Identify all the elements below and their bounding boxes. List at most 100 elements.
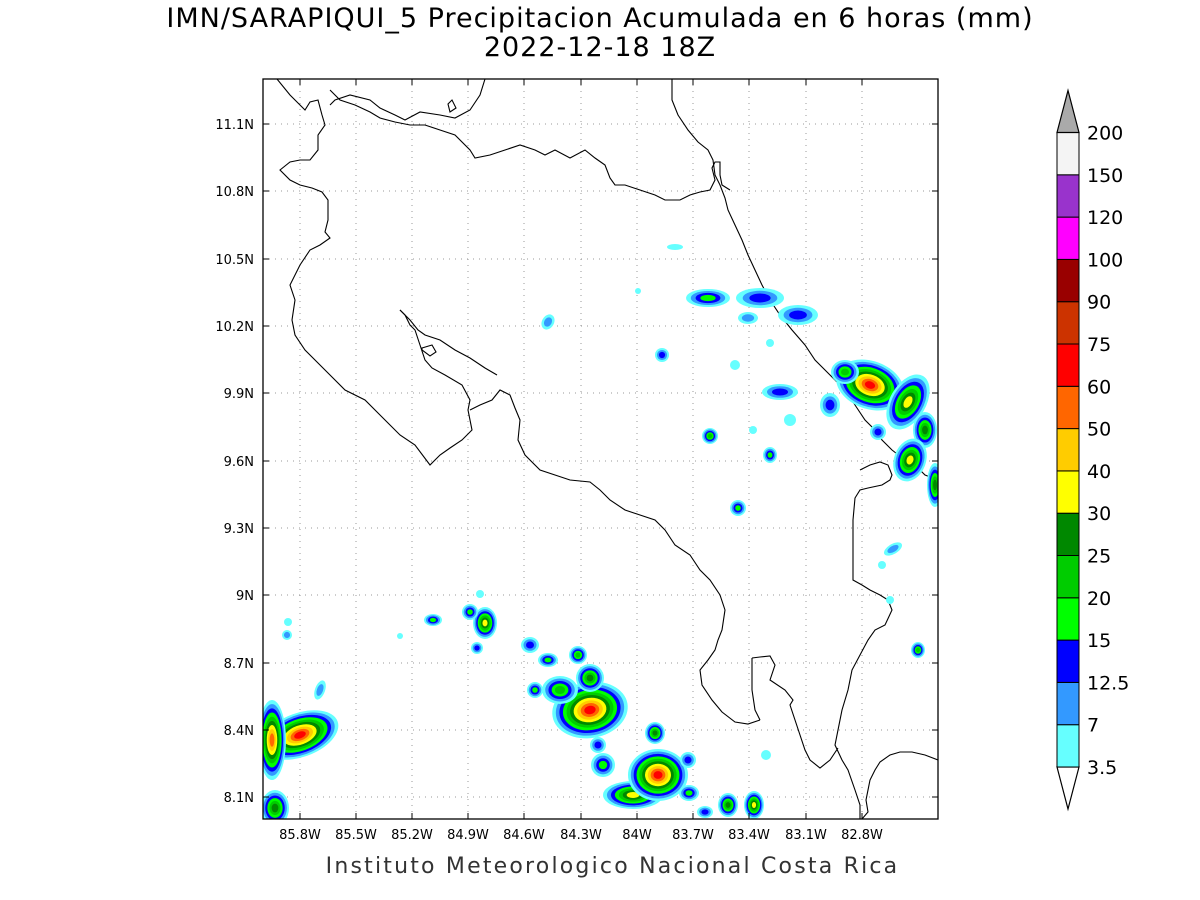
precip-cell: [538, 653, 558, 667]
lon-tick-label: 85.8W: [279, 828, 321, 843]
colorbar-label: 90: [1087, 292, 1111, 314]
map-title: IMN/SARAPIQUI_5 Precipitacion Acumulada …: [166, 3, 1034, 34]
colorbar-label: 75: [1087, 334, 1111, 356]
colorbar: 3.5 7 12.5 15 20 25 30 40 50 60 75 90 100 120 150 200: [1056, 88, 1129, 812]
colorbar-label: 150: [1087, 165, 1123, 187]
precip-cell: [870, 424, 886, 440]
precip-cell: [718, 793, 738, 817]
colorbar-swatch: [1056, 639, 1080, 683]
lon-tick-label: 84W: [622, 828, 652, 843]
lon-tick-label: 83.1W: [785, 828, 827, 843]
precip-cell: [831, 360, 859, 384]
precip-cell: [397, 633, 403, 639]
colorbar-label: 60: [1087, 376, 1111, 398]
precip-cell: [702, 428, 718, 444]
precip-cell: [749, 426, 757, 434]
lat-tick-label: 10.2N: [215, 320, 254, 335]
precip-cell: [282, 630, 292, 640]
precip-cell: [527, 682, 543, 698]
lat-tick-label: 9.9N: [224, 387, 254, 402]
colorbar-label: 120: [1087, 207, 1123, 229]
colorbar-bottom-arrow: [1056, 766, 1080, 812]
precip-cell: [766, 339, 774, 347]
lon-tick-label: 83.4W: [728, 828, 770, 843]
precip-cell: [886, 596, 894, 604]
precip-cell: [476, 590, 484, 598]
precip-cell: [883, 542, 903, 556]
lon-tick-label: 85.2W: [391, 828, 433, 843]
lat-tick-label: 9N: [236, 589, 254, 604]
lon-tick-label: 85.5W: [335, 828, 377, 843]
precip-cell: [744, 791, 764, 819]
colorbar-label: 25: [1087, 546, 1111, 568]
lat-tick-label: 11.1N: [215, 118, 254, 133]
precip-cell: [761, 750, 771, 760]
precip-cell: [591, 753, 615, 777]
precip-cell: [462, 604, 478, 620]
colorbar-swatch: [1056, 724, 1080, 768]
precip-cell: [820, 393, 840, 417]
colorbar-swatch: [1056, 301, 1080, 345]
precipitation-field: [263, 244, 938, 819]
colorbar-label: 30: [1087, 503, 1111, 525]
precip-cell: [730, 500, 746, 516]
precip-cell: [521, 637, 539, 653]
precip-cell: [778, 305, 818, 325]
precip-cell: [542, 676, 578, 704]
precip-cell: [784, 414, 796, 426]
lon-tick-label: 84.6W: [503, 828, 545, 843]
colorbar-label: 40: [1087, 461, 1111, 483]
precip-cell: [667, 244, 683, 250]
colorbar-swatch: [1056, 470, 1080, 514]
colorbar-swatch: [1056, 132, 1080, 176]
precip-cell: [886, 374, 930, 430]
precip-cell: [314, 680, 326, 700]
lat-tick-label: 8.1N: [224, 791, 254, 806]
map-datetime: 2022-12-18 18Z: [483, 32, 717, 63]
precip-cell: [576, 664, 604, 692]
lon-tick-label: 82.8W: [841, 828, 883, 843]
footer-credit: Instituto Meteorologico Nacional Costa R…: [325, 854, 900, 879]
precip-cell: [603, 781, 663, 809]
colorbar-label: 20: [1087, 588, 1111, 610]
colorbar-swatch: [1056, 174, 1080, 218]
plot-frame: [262, 78, 939, 820]
colorbar-label: 15: [1087, 630, 1111, 652]
colorbar-label: 50: [1087, 419, 1111, 441]
colorbar-swatch: [1056, 512, 1080, 557]
colorbar-swatch: [1056, 597, 1080, 641]
precip-cell: [263, 790, 289, 819]
colorbar-label: 7: [1087, 715, 1099, 737]
precip-cell: [655, 348, 669, 362]
precip-cell: [736, 288, 784, 308]
colorbar-top-arrow: [1056, 88, 1080, 134]
colorbar-label: 12.5: [1087, 672, 1129, 694]
lon-tick-label: 84.3W: [560, 828, 602, 843]
precip-cell: [628, 749, 688, 801]
precip-cell: [893, 438, 927, 482]
precip-cell: [645, 722, 665, 744]
colorbar-swatch: [1056, 428, 1080, 472]
lat-tick-label: 8.4N: [224, 724, 254, 739]
colorbar-swatch: [1056, 258, 1080, 303]
lat-tick-label: 8.7N: [224, 657, 254, 672]
precip-cell: [878, 561, 886, 569]
colorbar-label: 200: [1087, 123, 1123, 145]
precip-cell: [263, 700, 286, 780]
precip-cell: [541, 314, 555, 330]
precip-cell: [686, 289, 730, 307]
precip-cell: [911, 642, 925, 658]
colorbar-label: 100: [1087, 249, 1123, 271]
precip-cell: [569, 646, 587, 664]
precip-cell: [284, 618, 292, 626]
lat-tick-label: 10.8N: [215, 185, 254, 200]
precip-cell: [697, 806, 713, 818]
coastlines: [276, 79, 938, 819]
precip-cell: [730, 360, 740, 370]
precip-cell: [680, 752, 696, 768]
colorbar-swatch: [1056, 681, 1080, 726]
lat-tick-label: 9.3N: [224, 522, 254, 537]
precip-cell: [635, 288, 641, 294]
precip-cell: [590, 737, 606, 753]
